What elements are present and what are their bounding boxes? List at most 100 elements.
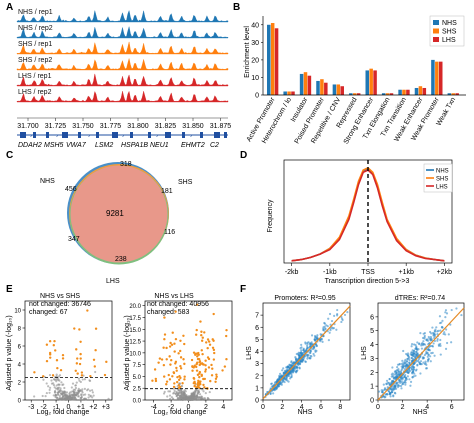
volcano-y-tick-label: 10.0 — [129, 351, 141, 357]
scatter-y-tick-label: 5 — [370, 328, 374, 335]
scatter-point — [430, 352, 433, 355]
volcano-point-changed — [196, 384, 200, 388]
scatter-point — [392, 394, 395, 397]
volcano-point-unchanged — [180, 384, 184, 388]
volcano-point-unchanged — [80, 393, 83, 397]
volcano-y-tick-label: 6 — [18, 345, 22, 351]
scatter-point — [288, 363, 291, 367]
tss-profile-chart: Frequency Transcription direction 5->3 -… — [267, 159, 453, 285]
scatter-point — [394, 372, 397, 375]
volcano-y-tick-label: 10 — [14, 309, 21, 315]
scatter-point — [411, 372, 414, 375]
volcano-point-changed — [175, 366, 178, 370]
scatter-point — [272, 392, 275, 395]
track-label: LHS / rep1 — [18, 73, 52, 80]
scatter-point — [285, 376, 288, 379]
volcano-point-changed — [165, 380, 169, 383]
volcano-point-changed — [170, 359, 173, 362]
scatter-point — [287, 374, 291, 378]
scatter-point — [398, 362, 401, 366]
b-bar-nhs — [332, 84, 337, 95]
volcano-point-unchanged — [80, 396, 83, 400]
b-bar-nhs — [381, 93, 386, 95]
b-bar-lhs — [438, 61, 443, 95]
volcano-point-unchanged — [168, 394, 172, 397]
f2-xlabel: NHS — [413, 409, 428, 416]
d-x-tick-label: +1kb — [398, 269, 413, 276]
b-bar-shs — [320, 79, 324, 95]
volcano-point-unchanged — [75, 393, 78, 396]
scatter-point — [388, 377, 391, 381]
scatter-point — [436, 339, 439, 342]
scatter-point — [430, 332, 433, 335]
scatter-point — [426, 351, 429, 355]
volcano-point-changed — [200, 349, 203, 352]
volcano-point-changed — [179, 376, 182, 380]
volcano-point-changed — [173, 382, 176, 385]
scatter-point — [420, 344, 423, 347]
scatter-point — [412, 375, 415, 378]
scatter-point — [421, 357, 424, 360]
scatter-point — [300, 346, 303, 349]
enrichment-bar-chart: Enrichment level 0 10 20 30 40 Active Promote… — [244, 15, 466, 146]
volcano-nhs-shs: -3 -2 -1 0 +1 +2 +3 0 2 4 6 8 10 — [14, 300, 113, 411]
volcano-y-tick-label: 0 — [18, 399, 22, 405]
b-bar-shs — [402, 89, 406, 95]
volcano-point-changed — [179, 339, 182, 343]
track-label: NHS / rep2 — [18, 25, 53, 32]
scatter-point — [426, 358, 430, 361]
scatter-y-tick-label: 3 — [370, 356, 374, 363]
scatter-point — [414, 355, 418, 358]
scatter-point — [328, 331, 331, 334]
volcano-point-changed — [183, 378, 186, 381]
volcano-point-unchanged — [54, 378, 57, 381]
scatter-point — [449, 323, 452, 326]
scatter-point — [306, 355, 309, 358]
track-label: SHS / rep2 — [18, 57, 52, 64]
volcano-point-unchanged — [197, 390, 201, 394]
volcano-point-changed — [196, 357, 200, 361]
volcano-point-unchanged — [91, 391, 94, 394]
scatter-point — [419, 360, 423, 363]
scatter-point — [402, 381, 406, 384]
scatter-y-tick-label: 4 — [255, 349, 259, 356]
volcano-point-unchanged — [206, 397, 210, 400]
b-bar-shs — [451, 93, 456, 95]
volcano-point-changed — [203, 386, 206, 389]
scatter-point — [404, 358, 407, 361]
scatter-point — [410, 345, 413, 348]
scatter-point — [426, 355, 429, 358]
venn-set-lhs: LHS — [106, 278, 120, 285]
volcano-point-unchanged — [81, 378, 84, 381]
scatter-y-tick-label: 0 — [255, 398, 259, 405]
volcano-point-changed — [170, 343, 174, 346]
track-label: SHS / rep1 — [18, 41, 52, 48]
scatter-point — [404, 376, 408, 379]
scatter-point — [423, 334, 426, 338]
volcano-point-changed — [48, 353, 52, 356]
scatter-point — [426, 339, 430, 342]
volcano-point-changed — [45, 343, 49, 346]
scatter-point — [384, 388, 387, 391]
volcano-point-changed — [169, 341, 172, 345]
volcano-point-unchanged — [91, 389, 94, 392]
scatter-point — [408, 378, 411, 381]
volcano-point-changed — [74, 369, 77, 373]
scatter-point — [417, 358, 420, 361]
volcano-point-unchanged — [74, 386, 78, 390]
gene-label: VWA7 — [66, 142, 87, 149]
volcano-y-tick-label: 20.0 — [129, 304, 141, 310]
scatter-point — [394, 392, 397, 395]
d-legend-label: LHS — [436, 185, 448, 191]
scatter-point — [297, 352, 300, 355]
scatter-promoters: 0 2 4 6 8 0 1 2 3 4 5 6 7 — [255, 302, 351, 411]
volcano-point-changed — [192, 351, 196, 354]
scatter-point — [390, 389, 394, 392]
scatter-point — [412, 366, 415, 369]
scatter-point — [399, 377, 402, 380]
volcano-point-unchanged — [54, 393, 58, 397]
volcano-point-changed — [183, 375, 186, 378]
venn-count-nhs-only: 456 — [65, 186, 77, 193]
volcano-point-unchanged — [208, 390, 211, 394]
strand-arrow: › — [122, 134, 124, 140]
